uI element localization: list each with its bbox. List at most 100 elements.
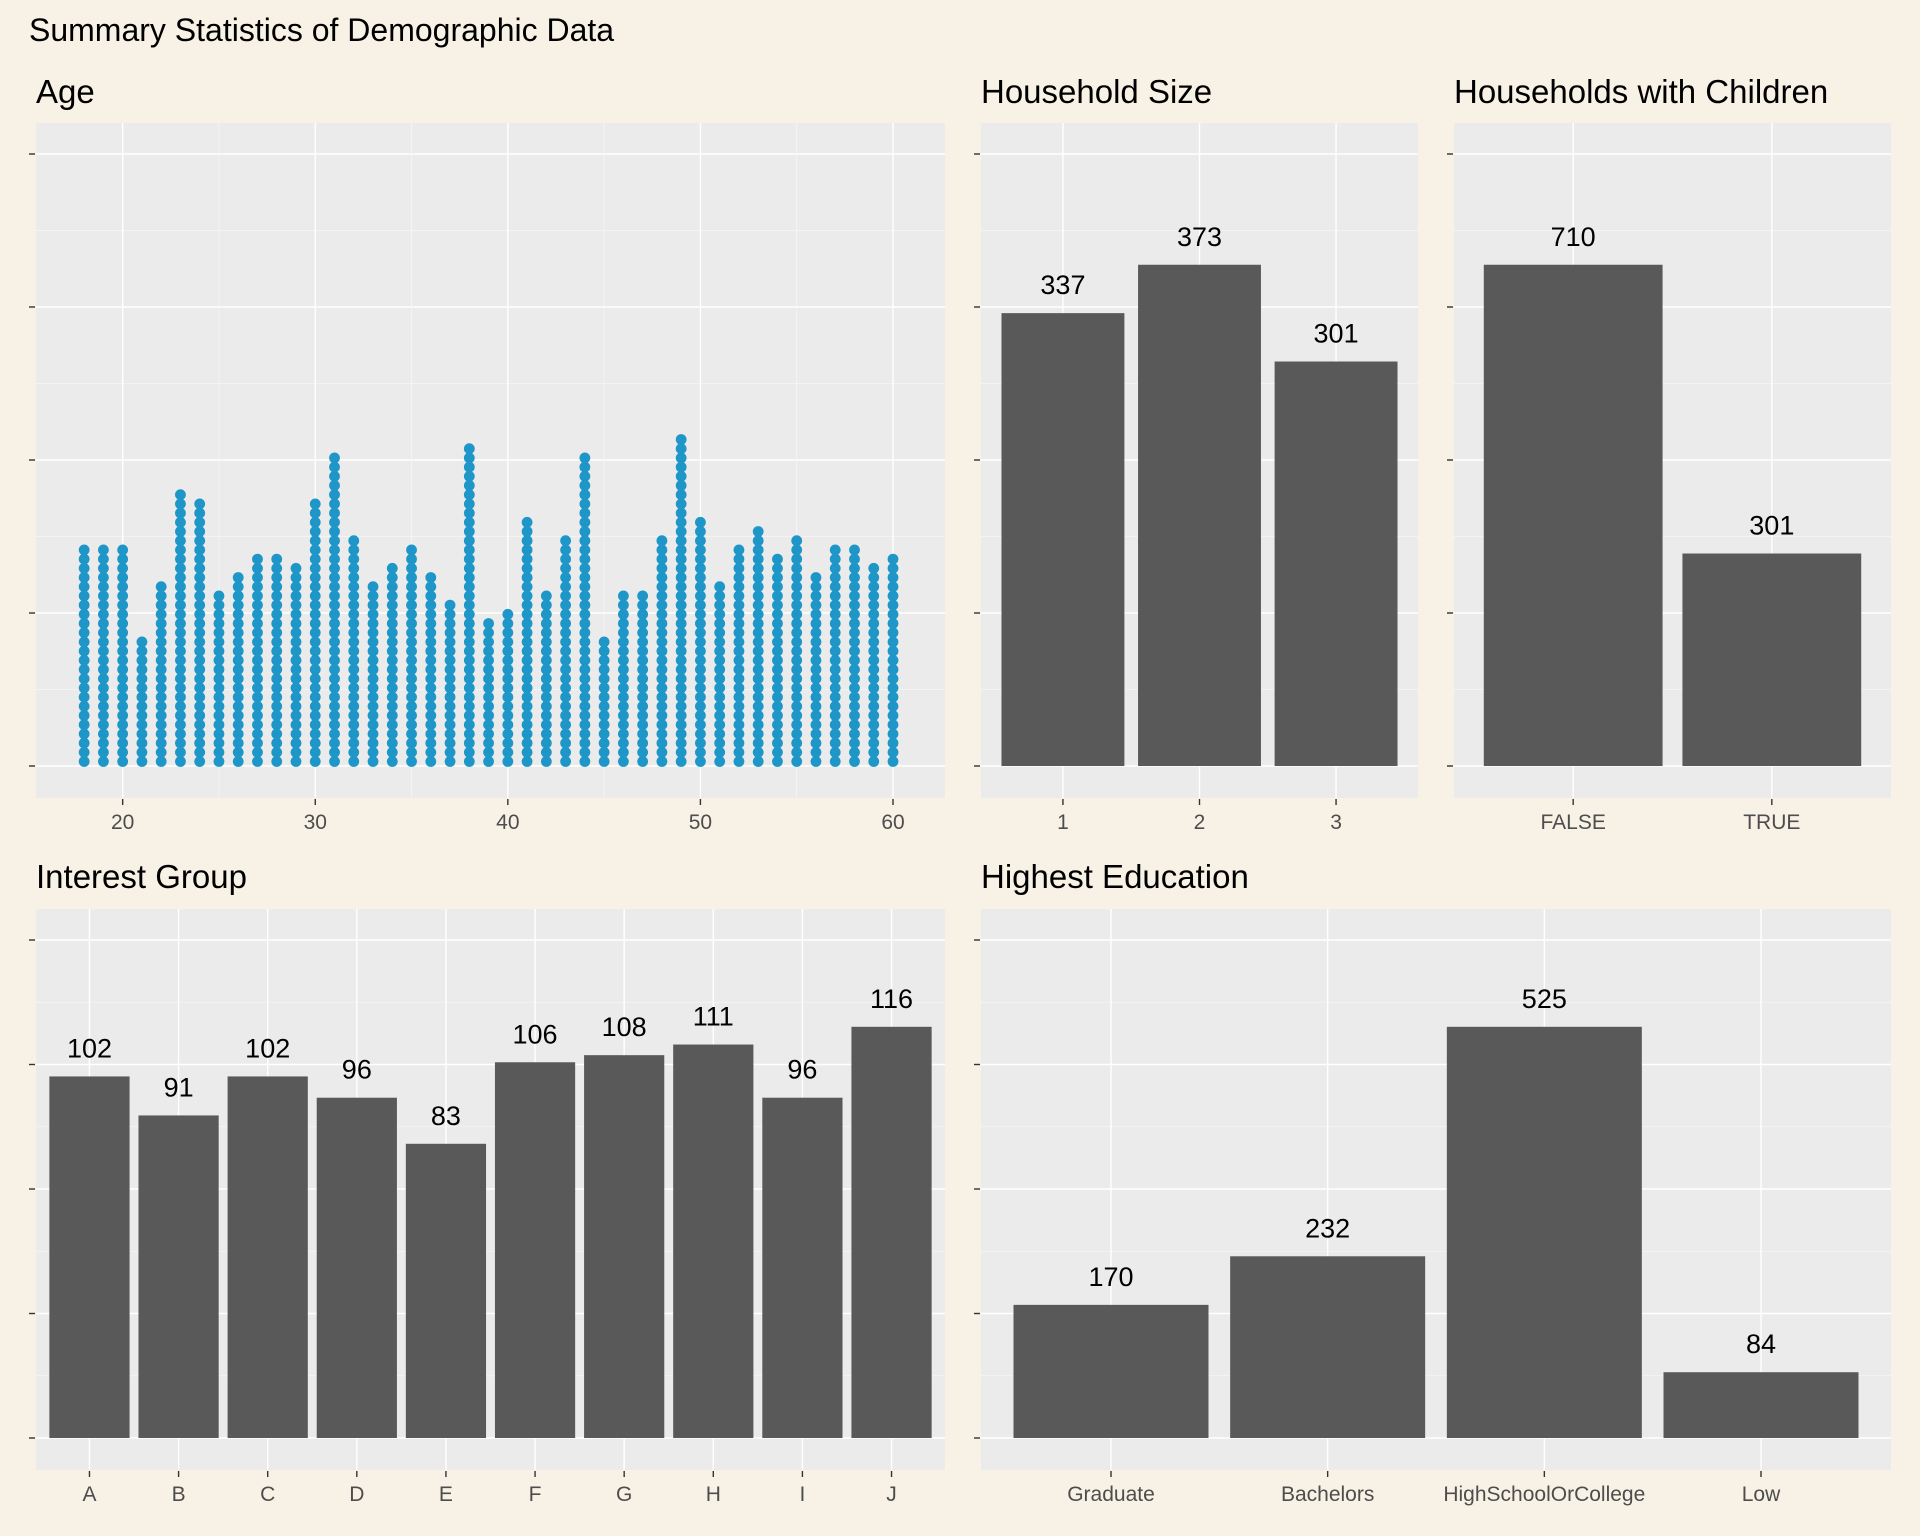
age-dot xyxy=(78,590,90,602)
age-dot xyxy=(502,664,514,675)
age-dot xyxy=(675,526,687,537)
age-dot xyxy=(849,599,860,611)
age-dot-column-41 xyxy=(521,516,533,767)
age-dot xyxy=(617,737,629,749)
age-dot xyxy=(656,719,668,731)
age-dot xyxy=(271,710,283,721)
age-dot xyxy=(290,590,302,602)
age-dot xyxy=(309,599,321,611)
age-dot xyxy=(406,581,417,593)
age-dot xyxy=(98,737,109,749)
age-dot xyxy=(194,673,206,685)
age-dot xyxy=(290,627,302,639)
age-dot xyxy=(868,654,880,666)
age-dot xyxy=(483,618,494,629)
age-dot xyxy=(733,608,745,620)
age-dot xyxy=(309,544,321,556)
age-dot xyxy=(175,618,186,629)
age-dot xyxy=(502,654,514,666)
age-dot xyxy=(329,489,340,501)
household-size-panel: Household Size 337 1 373 2 301 3 xyxy=(974,73,1418,834)
age-dot xyxy=(386,710,398,721)
age-dot xyxy=(98,645,109,657)
age-dot xyxy=(194,562,206,574)
age-dot xyxy=(810,728,822,740)
age-dot xyxy=(213,599,225,611)
age-dot-column-19 xyxy=(98,544,109,767)
age-dot xyxy=(656,682,668,694)
age-dot xyxy=(521,756,533,767)
age-dot xyxy=(425,710,437,721)
interest-group-value-label-H: 111 xyxy=(693,1002,734,1032)
age-dot xyxy=(849,673,860,685)
age-dot xyxy=(772,590,783,602)
age-dot xyxy=(425,654,437,666)
age-dot xyxy=(117,608,129,620)
age-dot xyxy=(521,719,533,731)
age-dot xyxy=(714,627,726,639)
age-dot xyxy=(502,645,514,657)
age-dot xyxy=(155,737,167,749)
age-dot-column-54 xyxy=(772,553,783,767)
age-dot xyxy=(810,756,822,767)
interest-group-x-tick-label-B: B xyxy=(172,1483,186,1506)
age-dot xyxy=(155,654,167,666)
interest-group-value-label-A: 102 xyxy=(67,1033,112,1063)
age-dot xyxy=(117,746,129,758)
age-dot xyxy=(617,627,629,639)
age-dot xyxy=(194,645,206,657)
age-dot xyxy=(637,737,649,749)
age-dot xyxy=(887,756,899,767)
age-dot xyxy=(386,572,398,583)
age-dot xyxy=(560,553,572,565)
age-dot xyxy=(463,535,475,547)
age-dot xyxy=(463,673,475,685)
age-dot xyxy=(329,664,340,675)
age-title: Age xyxy=(36,73,95,110)
age-dot xyxy=(695,636,706,648)
age-dot xyxy=(309,562,321,574)
age-dot xyxy=(309,728,321,740)
age-dot xyxy=(252,691,263,703)
age-dot xyxy=(194,535,206,547)
age-dot xyxy=(155,627,167,639)
age-dot xyxy=(868,691,880,703)
age-dot xyxy=(579,682,591,694)
age-dot xyxy=(772,700,783,712)
age-dot xyxy=(329,627,340,639)
age-dot xyxy=(675,746,687,758)
age-dot xyxy=(175,608,186,620)
age-dot xyxy=(579,756,591,767)
age-dot xyxy=(329,562,340,574)
age-dot xyxy=(849,737,860,749)
age-x-tick-label-40: 40 xyxy=(496,811,519,834)
age-dot xyxy=(540,737,552,749)
age-dot xyxy=(98,673,109,685)
age-dot xyxy=(714,618,726,629)
age-dot xyxy=(136,710,148,721)
age-dot xyxy=(232,581,244,593)
age-dot xyxy=(887,746,899,758)
age-dot xyxy=(329,645,340,657)
age-dot xyxy=(714,728,726,740)
age-dot-column-60 xyxy=(887,553,899,767)
age-dot-column-59 xyxy=(868,562,880,767)
age-dot xyxy=(521,645,533,657)
age-dot xyxy=(252,608,263,620)
age-dot xyxy=(194,608,206,620)
age-dot xyxy=(483,627,494,639)
age-dot xyxy=(367,627,379,639)
age-dot xyxy=(406,728,417,740)
age-dot xyxy=(155,599,167,611)
age-dot xyxy=(444,737,456,749)
age-dot xyxy=(617,608,629,620)
household-size-x-tick-label-1: 1 xyxy=(1057,811,1069,834)
age-dot xyxy=(540,636,552,648)
age-dot xyxy=(232,590,244,602)
age-dot xyxy=(155,719,167,731)
age-dot xyxy=(579,728,591,740)
age-dot xyxy=(175,526,186,537)
age-dot xyxy=(78,673,90,685)
age-dot xyxy=(829,691,841,703)
age-dot xyxy=(367,746,379,758)
